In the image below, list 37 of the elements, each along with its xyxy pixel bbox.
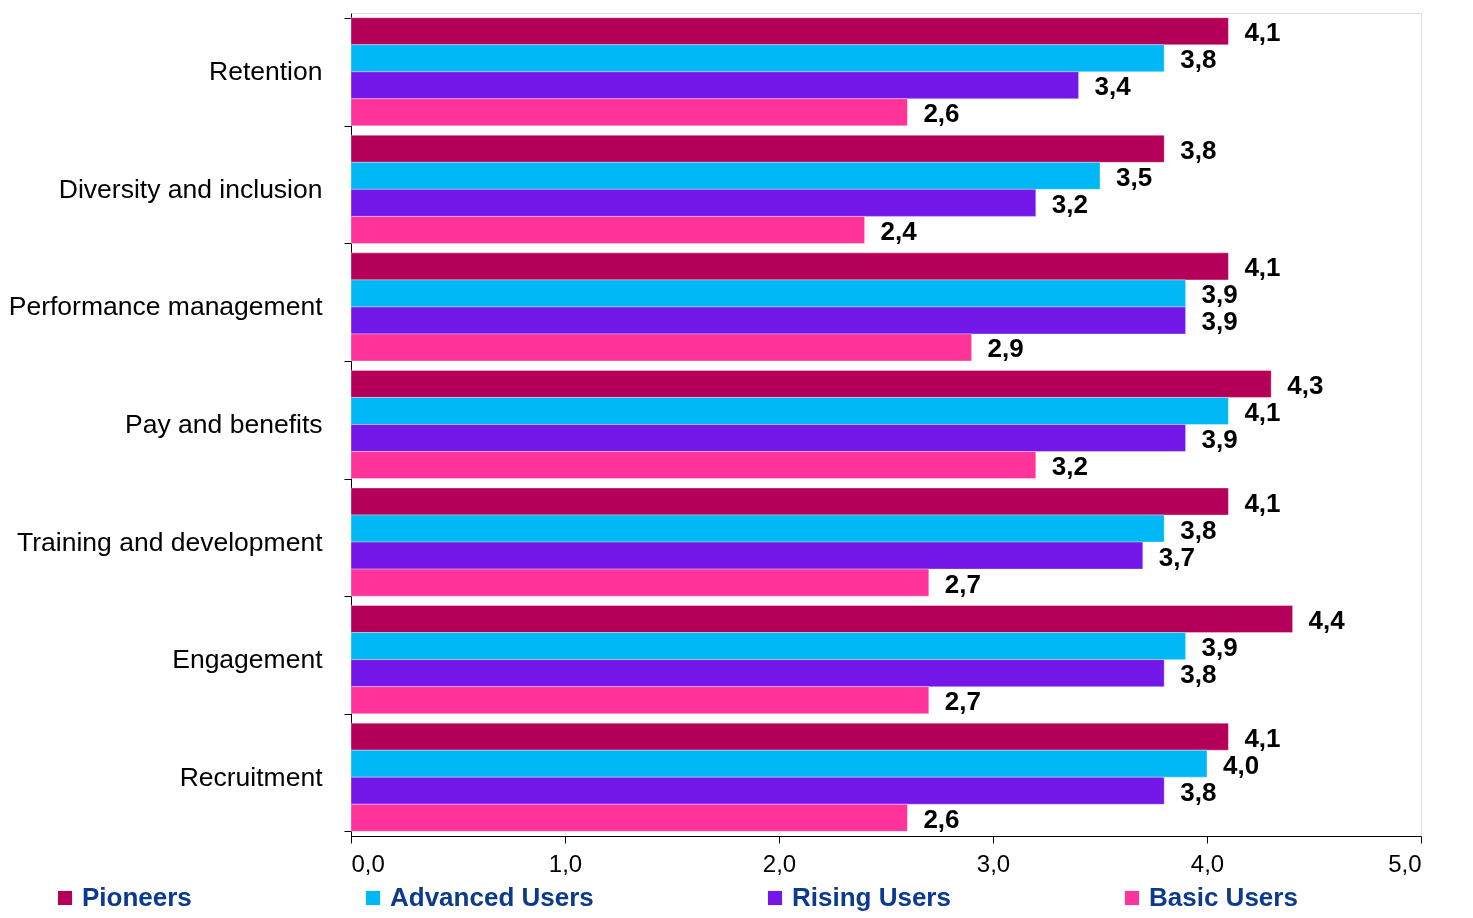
y-tick-label: Training and development <box>17 526 324 557</box>
data-label: 4,1 <box>1244 17 1281 48</box>
y-tick-label: Engagement <box>172 644 324 675</box>
data-label: 4,4 <box>1308 605 1346 636</box>
x-tick-label: 3,0 <box>976 849 1011 877</box>
data-label: 2,4 <box>880 215 918 246</box>
data-label: 2,6 <box>923 98 960 129</box>
data-label: 3,5 <box>1116 161 1153 192</box>
x-tick-label: 1,0 <box>548 849 583 877</box>
legend-label: Advanced Users <box>390 882 594 912</box>
data-label: 4,1 <box>1244 487 1281 518</box>
data-label: 3,9 <box>1201 424 1238 455</box>
data-label: 4,1 <box>1244 252 1281 283</box>
x-tick-label: 5,0 <box>1388 849 1422 877</box>
data-label: 4,1 <box>1244 396 1281 427</box>
legend-label: Rising Users <box>792 882 951 912</box>
y-tick-label: Diversity and inclusion <box>58 173 323 204</box>
x-tick-label: 0,0 <box>351 849 385 877</box>
data-label: 3,2 <box>1051 188 1088 219</box>
y-tick-label: Performance management <box>8 291 324 322</box>
legend-label: Pioneers <box>82 882 192 912</box>
data-label: 2,9 <box>987 333 1024 364</box>
data-label: 2,6 <box>923 803 960 834</box>
data-label: 3,8 <box>1180 134 1217 165</box>
y-tick-label: Recruitment <box>179 761 324 792</box>
data-label: 3,2 <box>1051 451 1088 482</box>
x-tick-label: 2,0 <box>762 849 797 877</box>
data-label: 3,8 <box>1180 44 1217 75</box>
data-label: 3,8 <box>1180 776 1217 807</box>
legend-label: Basic Users <box>1149 882 1298 912</box>
data-label: 2,7 <box>944 568 981 599</box>
data-label: 3,4 <box>1094 71 1132 102</box>
y-tick-label: Pay and benefits <box>125 409 323 439</box>
y-tick-label: Retention <box>209 56 323 87</box>
data-label: 4,3 <box>1287 369 1324 400</box>
data-label: 2,7 <box>944 686 981 717</box>
x-tick-label: 4,0 <box>1190 849 1225 877</box>
